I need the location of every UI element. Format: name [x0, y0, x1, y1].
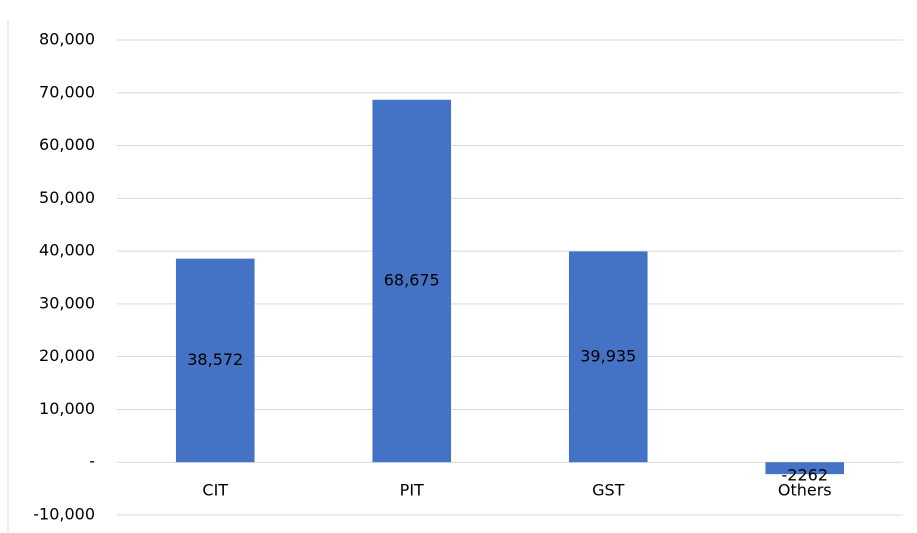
x-tick-label: CIT: [202, 481, 228, 500]
y-tick-label: -10,000: [33, 505, 95, 524]
x-tick-label: Others: [778, 481, 832, 500]
bar: [765, 462, 845, 475]
bar: [372, 99, 452, 463]
bar: [568, 251, 648, 463]
data-label: -2262: [782, 466, 829, 485]
y-tick-label: 60,000: [39, 135, 95, 154]
data-label: 38,572: [187, 350, 243, 369]
y-tick-label: 30,000: [39, 293, 95, 312]
y-tick-label: 80,000: [39, 30, 95, 49]
x-tick-label: PIT: [400, 481, 424, 500]
bar: [175, 258, 255, 463]
y-tick-label: 10,000: [39, 399, 95, 418]
y-tick-label: 20,000: [39, 346, 95, 365]
y-tick-label: -: [89, 452, 95, 471]
data-label: 39,935: [580, 346, 636, 365]
y-tick-label: 70,000: [39, 82, 95, 101]
y-tick-label: 40,000: [39, 241, 95, 260]
data-label: 68,675: [384, 270, 440, 289]
y-tick-label: 50,000: [39, 188, 95, 207]
x-tick-label: GST: [592, 481, 625, 500]
